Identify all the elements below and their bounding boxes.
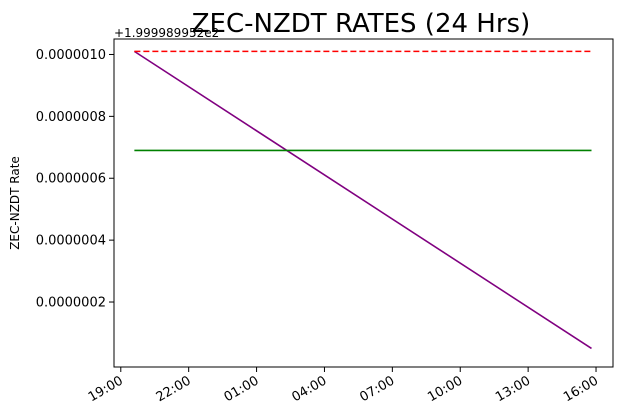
plot-frame bbox=[113, 38, 614, 368]
y-tick-label: 0.0000008 bbox=[36, 110, 106, 125]
y-tick-label: 0.0000004 bbox=[36, 234, 106, 249]
series-line-1 bbox=[133, 50, 592, 350]
x-tick-label: 22:00 bbox=[154, 373, 194, 405]
x-tick-label: 04:00 bbox=[290, 373, 330, 405]
y-offset-label: +1.999989952e2 bbox=[114, 26, 219, 40]
x-tick-label: 07:00 bbox=[357, 373, 397, 405]
y-tick-label: 0.0000002 bbox=[36, 296, 106, 311]
y-tick-label: 0.0000006 bbox=[36, 172, 106, 187]
x-tick-label: 19:00 bbox=[86, 373, 126, 405]
x-tick-label: 01:00 bbox=[222, 373, 262, 405]
y-tick-label: 0.0000010 bbox=[36, 48, 106, 63]
x-tick-label: 16:00 bbox=[561, 373, 601, 405]
chart-title: ZEC-NZDT RATES (24 Hrs) bbox=[192, 9, 530, 39]
axis-ticks: 0.0000002 0.0000004 0.0000006 0.0000008 0.00… bbox=[36, 48, 601, 405]
x-tick-label: 13:00 bbox=[493, 373, 533, 405]
y-axis-label: ZEC-NZDT Rate bbox=[8, 156, 22, 250]
x-tick-label: 10:00 bbox=[425, 373, 465, 405]
series-lines bbox=[133, 50, 592, 350]
